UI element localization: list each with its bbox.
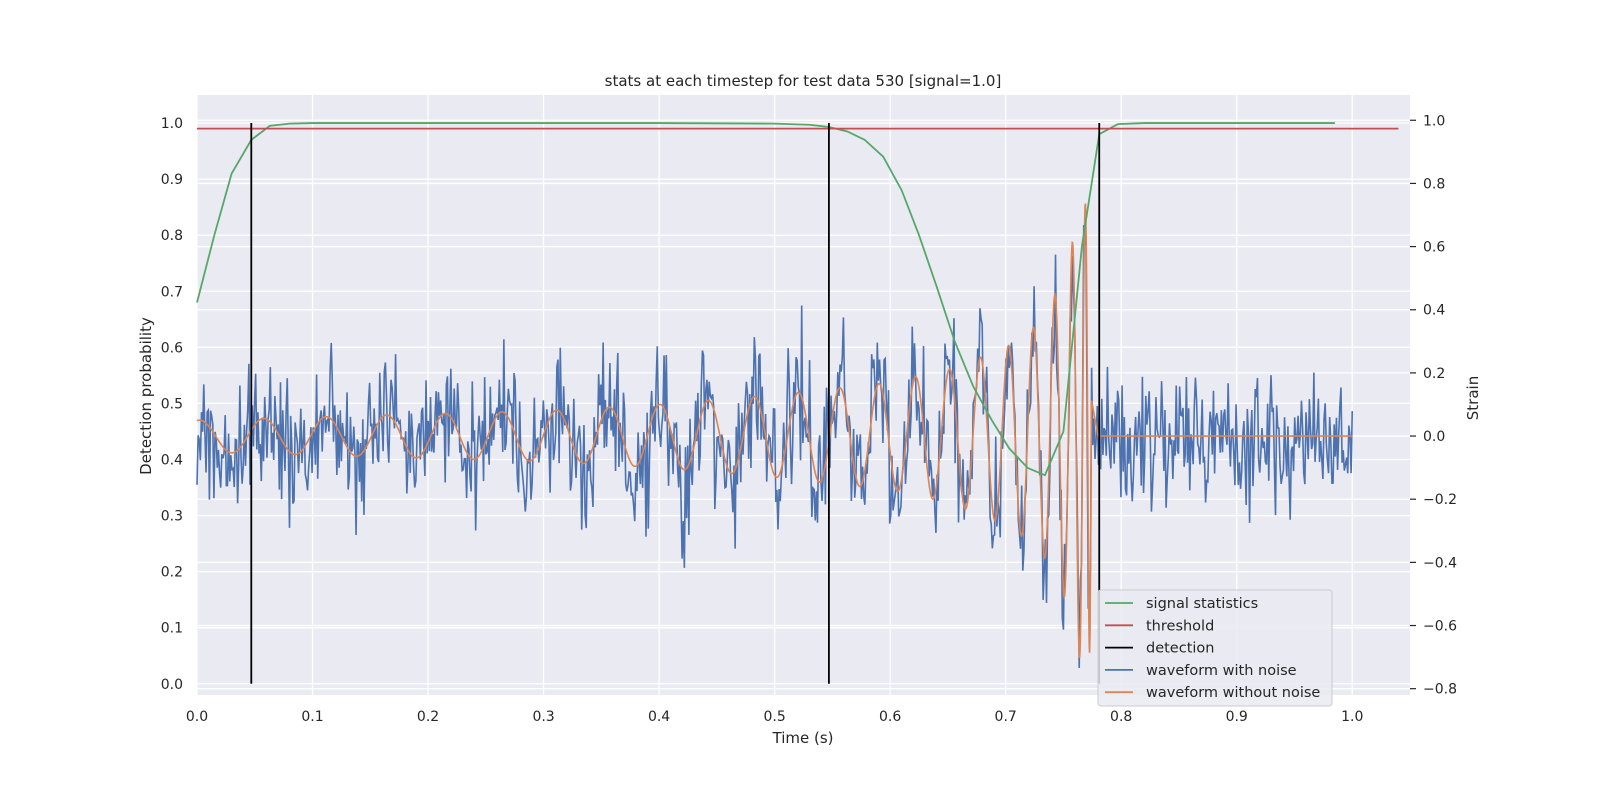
x-tick-label: 0.1: [301, 709, 323, 725]
right-axis-ticks: −0.8 −0.6 −0.4 −0.2 0.0 0.2 0.4 0.6 0.8 1.0: [1410, 113, 1457, 698]
series-waveform-without-noise: [196, 203, 1353, 659]
y-right-tick-label: 0.0: [1423, 429, 1445, 445]
y-right-tick-label: 0.6: [1423, 240, 1445, 256]
y-axis-title: Detection probability: [137, 317, 155, 475]
y-right-tick-label: 0.8: [1423, 176, 1445, 192]
x-tick-label: 0.9: [1226, 709, 1248, 725]
y-tick-label: 1.0: [161, 116, 183, 132]
y-right-tick-label: −0.8: [1423, 682, 1457, 698]
y-tick-label: 0.4: [161, 452, 183, 468]
y-tick-label: 0.0: [161, 677, 183, 693]
legend: signal statistics threshold detection wavef…: [1097, 589, 1333, 707]
x-tick-label: 0.8: [1110, 709, 1132, 725]
x-axis-ticks: 0.0 0.1 0.2 0.3 0.4 0.5 0.6 0.7 0.8 0.9 1.0: [186, 709, 1364, 725]
y-right-tick-label: −0.6: [1423, 619, 1457, 635]
series-signal-statistics: [196, 122, 1335, 477]
y-tick-label: 0.6: [161, 340, 183, 356]
x-tick-label: 0.2: [417, 709, 439, 725]
y-tick-label: 0.2: [161, 565, 183, 581]
legend-label: threshold: [1146, 618, 1214, 634]
x-tick-label: 0.0: [186, 709, 208, 725]
x-tick-label: 0.4: [648, 709, 670, 725]
x-tick-label: 0.3: [532, 709, 554, 725]
y-right-tick-label: −0.2: [1423, 492, 1457, 508]
y-tick-label: 0.1: [161, 621, 183, 637]
y-right-tick-label: 0.4: [1423, 303, 1445, 319]
legend-label: waveform without noise: [1146, 685, 1320, 701]
chart-title: stats at each timestep for test data 530…: [605, 72, 1002, 90]
legend-label: signal statistics: [1146, 596, 1258, 612]
x-axis-title: Time (s): [772, 729, 834, 747]
y-right-tick-label: 0.2: [1423, 366, 1445, 382]
y-tick-label: 0.9: [161, 172, 183, 188]
y-tick-label: 0.5: [161, 396, 183, 412]
y-tick-label: 0.3: [161, 509, 183, 525]
y-tick-label: 0.7: [161, 284, 183, 300]
legend-box: [1097, 589, 1333, 707]
x-tick-label: 0.7: [995, 709, 1017, 725]
series-layer: [196, 122, 1399, 684]
legend-label: waveform with noise: [1146, 663, 1297, 679]
y-right-tick-label: 1.0: [1423, 113, 1445, 129]
y-tick-label: 0.8: [161, 228, 183, 244]
legend-label: detection: [1146, 641, 1214, 657]
x-tick-label: 0.6: [879, 709, 901, 725]
x-tick-label: 0.5: [763, 709, 785, 725]
grid-lines: [196, 95, 1410, 695]
left-axis-ticks: 0.0 0.1 0.2 0.3 0.4 0.5 0.6 0.7 0.8 0.9 1.0: [161, 116, 183, 693]
y-axis-right-title: Strain: [1464, 376, 1482, 420]
x-tick-label: 1.0: [1341, 709, 1363, 725]
y-right-tick-label: −0.4: [1423, 555, 1457, 571]
